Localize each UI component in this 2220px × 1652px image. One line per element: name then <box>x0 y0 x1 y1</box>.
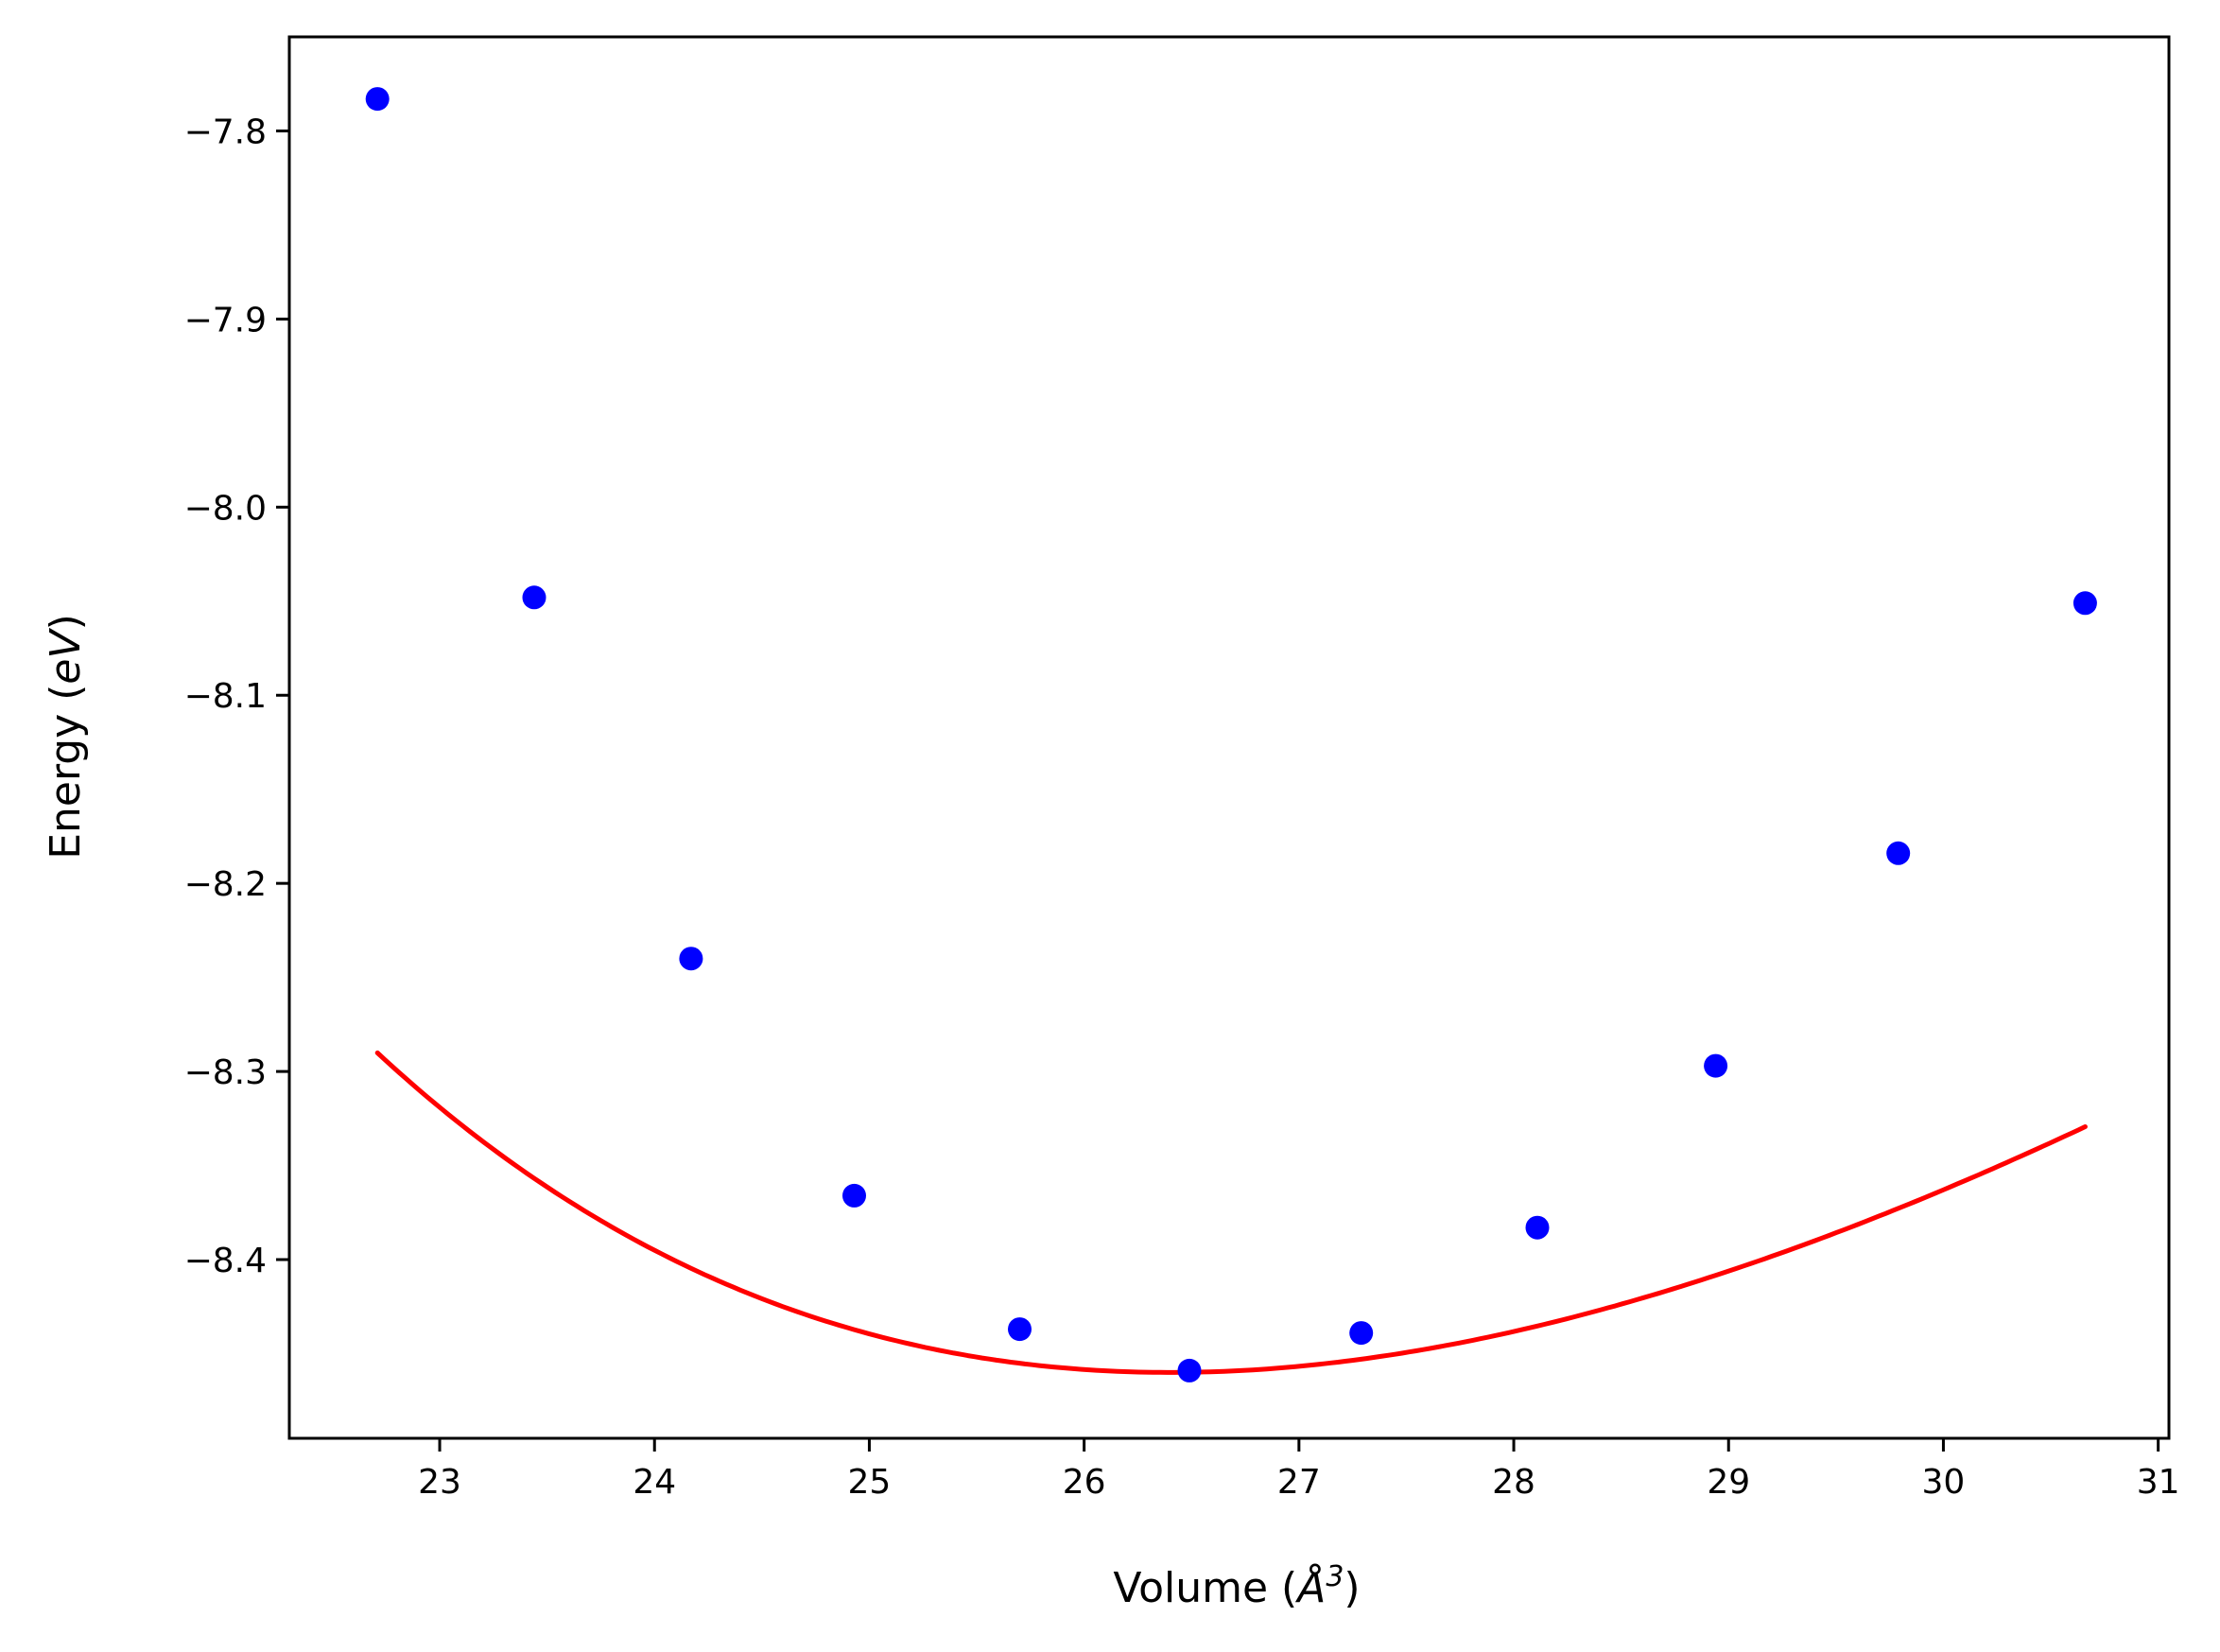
y-tick-label: −8.3 <box>184 1053 267 1092</box>
data-point <box>842 1183 866 1208</box>
plot-area <box>365 87 2097 1382</box>
data-point <box>522 585 546 610</box>
data-point <box>2073 591 2097 616</box>
x-axis-label: Volume (Å3) <box>1113 1560 1360 1612</box>
y-tick-label: −8.0 <box>184 489 267 528</box>
x-tick-label: 29 <box>1707 1463 1750 1502</box>
x-tick-label: 24 <box>633 1463 676 1502</box>
axes: 23 24 25 26 27 28 29 30 31 −7.8 −7.9 −8.0 −8.1 −8.2 −8… <box>184 35 2180 1502</box>
y-tick-label: −8.2 <box>184 865 267 904</box>
x-tick-label: 28 <box>1492 1463 1535 1502</box>
y-axis-label: Energy (eV) <box>42 614 90 860</box>
x-tick-label: 23 <box>418 1463 461 1502</box>
x-tick-label: 27 <box>1277 1463 1321 1502</box>
data-point <box>1008 1317 1032 1342</box>
x-tick-label: 31 <box>2137 1463 2180 1502</box>
plot-frame <box>287 35 2171 1440</box>
data-point <box>1886 841 1911 865</box>
data-point <box>1704 1053 1728 1078</box>
y-tick-label: −7.8 <box>184 113 267 151</box>
x-tick-label: 25 <box>848 1463 892 1502</box>
data-point <box>1349 1321 1374 1346</box>
data-point <box>679 947 703 971</box>
data-point <box>1525 1215 1550 1240</box>
y-tick-label: −8.4 <box>184 1242 267 1280</box>
y-tick-label: −8.1 <box>184 677 267 716</box>
fit-curve <box>374 1050 2088 1375</box>
data-point <box>1177 1358 1202 1382</box>
data-point <box>365 87 390 112</box>
y-tick-label: −7.9 <box>184 301 267 339</box>
x-tick-label: 26 <box>1063 1463 1106 1502</box>
x-tick-label: 30 <box>1922 1463 1966 1502</box>
